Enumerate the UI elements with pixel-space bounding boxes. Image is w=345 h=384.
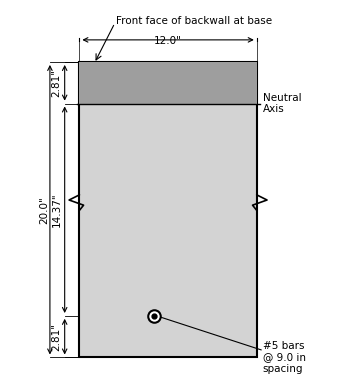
Text: 12.0": 12.0" [154,36,182,46]
Text: Front face of backwall at base: Front face of backwall at base [116,16,273,26]
Text: #5 bars
@ 9.0 in
spacing: #5 bars @ 9.0 in spacing [263,341,306,374]
Text: 2.81": 2.81" [52,69,62,97]
Bar [79,62,257,104]
Text: Neutral
Axis: Neutral Axis [263,93,301,114]
Text: 14.37": 14.37" [52,192,62,227]
Text: 20.0": 20.0" [39,196,49,223]
Text: 2.81": 2.81" [52,323,62,351]
Bar [79,62,257,358]
